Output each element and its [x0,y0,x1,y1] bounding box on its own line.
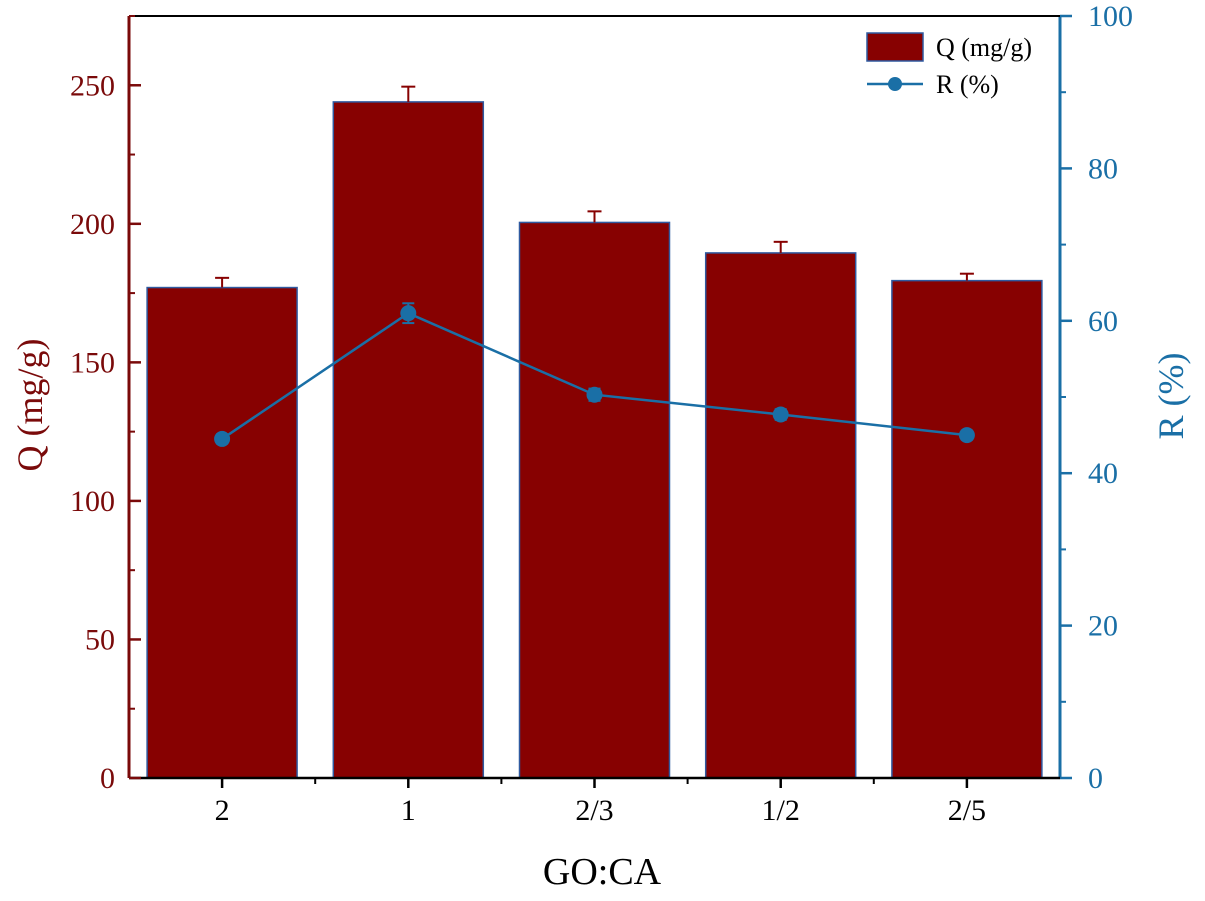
bar-1/2 [704,252,857,779]
legend-line-label: R (%) [936,70,999,99]
bar-2/5 [891,279,1043,779]
y-left-tick-label-50: 50 [85,623,115,656]
bar-1 [332,101,485,779]
y-left-tick-label-200: 200 [70,208,115,241]
y-right-tick-label-100: 100 [1088,0,1133,33]
x-tick-label-2/5: 2/5 [948,794,986,827]
y-left-tick-label-100: 100 [70,485,115,518]
y-right-tick-label-40: 40 [1088,457,1118,490]
bar-2/3 [518,221,671,779]
line-point-2/5 [958,427,975,444]
x-tick-label-2/3: 2/3 [575,794,613,827]
y-axis-right-label: R (%) [1151,353,1191,440]
axes-layer: 0 50 100 150 200 250 0 20 40 60 80 100 2 1 2/3 1/2 2/5 [70,0,1133,827]
y-right-tick-label-80: 80 [1088,152,1118,185]
bar-2 [146,286,298,779]
line-point-1 [400,305,417,322]
x-tick-label-1: 1 [401,794,416,827]
y-right-tick-label-60: 60 [1088,305,1118,338]
y-left-tick-label-250: 250 [70,69,115,102]
bars-layer [146,101,1043,779]
x-axis-label: GO:CA [543,851,662,893]
y-left-tick-label-150: 150 [70,346,115,379]
error-bars-layer [215,85,974,288]
legend-bar-label: Q (mg/g) [936,33,1032,62]
legend: Q (mg/g) R (%) [866,32,1032,99]
y-right-tick-label-20: 20 [1088,610,1118,643]
legend-line-marker [888,77,902,91]
legend-bar-swatch [866,32,924,62]
y-axis-left-label: Q (mg/g) [10,339,50,472]
line-point-2/3 [586,386,603,403]
y-right-tick-label-0: 0 [1088,762,1103,795]
x-tick-label-1/2: 1/2 [762,794,800,827]
line-point-2 [214,430,231,447]
line-point-1/2 [772,406,789,423]
line-series-layer [214,302,975,447]
x-tick-label-2: 2 [215,794,230,827]
y-left-tick-label-0: 0 [100,762,115,795]
